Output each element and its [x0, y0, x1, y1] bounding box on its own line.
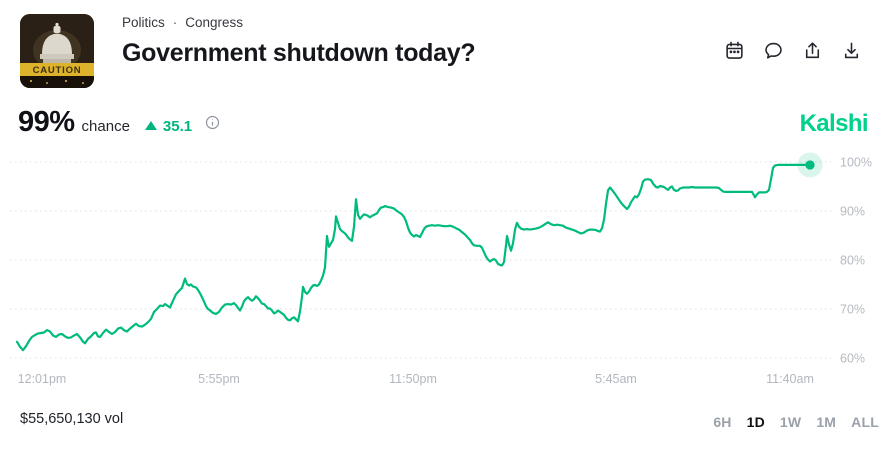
download-button[interactable] [840, 39, 862, 61]
market-thumbnail: CAUTION [20, 14, 94, 88]
share-button[interactable] [801, 39, 823, 61]
range-6h[interactable]: 6H [713, 414, 732, 430]
capitol-caution-image: CAUTION [20, 14, 94, 88]
header-actions [723, 39, 862, 61]
share-upload-icon [805, 41, 819, 58]
y-tick-label: 70% [840, 303, 865, 317]
breadcrumb: Politics · Congress [122, 15, 475, 30]
delta-up-icon [144, 121, 157, 130]
price-line [15, 163, 812, 352]
breadcrumb-subcategory[interactable]: Congress [185, 15, 244, 30]
calendar-button[interactable] [723, 39, 745, 61]
download-icon [844, 42, 858, 58]
x-tick-label: 5:55pm [198, 372, 240, 386]
info-icon[interactable] [205, 115, 220, 135]
price-value: 99% [18, 106, 75, 138]
delta-value: 35.1 [162, 118, 193, 135]
svg-text:CAUTION: CAUTION [33, 65, 82, 76]
range-1d[interactable]: 1D [746, 414, 765, 430]
y-tick-label: 60% [840, 352, 865, 366]
endpoint-dot [805, 160, 815, 170]
page-title: Government shutdown today? [122, 39, 476, 67]
x-tick-label: 5:45am [595, 372, 637, 386]
comment-icon [764, 42, 782, 59]
y-tick-label: 100% [840, 156, 872, 170]
breadcrumb-separator: · [172, 15, 178, 30]
stats-row: 99% chance 35.1 Kalshi [18, 106, 869, 139]
x-tick-label: 12:01pm [18, 372, 67, 386]
range-1w[interactable]: 1W [779, 414, 802, 430]
x-tick-label: 11:40am [766, 372, 814, 386]
calendar-icon [725, 41, 743, 59]
time-range-selector: 6H 1D 1W 1M ALL [713, 414, 879, 430]
breadcrumb-category[interactable]: Politics [122, 15, 165, 30]
kalshi-logo: Kalshi [799, 110, 869, 137]
volume-label: $55,650,130 vol [20, 411, 124, 427]
range-1m[interactable]: 1M [816, 414, 837, 430]
comment-button[interactable] [762, 39, 784, 61]
y-tick-label: 80% [840, 254, 865, 268]
y-tick-label: 90% [840, 205, 865, 219]
price-delta: 35.1 [144, 118, 193, 135]
price-label: chance [81, 118, 130, 135]
range-all[interactable]: ALL [851, 414, 879, 430]
x-tick-label: 11:50pm [389, 372, 437, 386]
